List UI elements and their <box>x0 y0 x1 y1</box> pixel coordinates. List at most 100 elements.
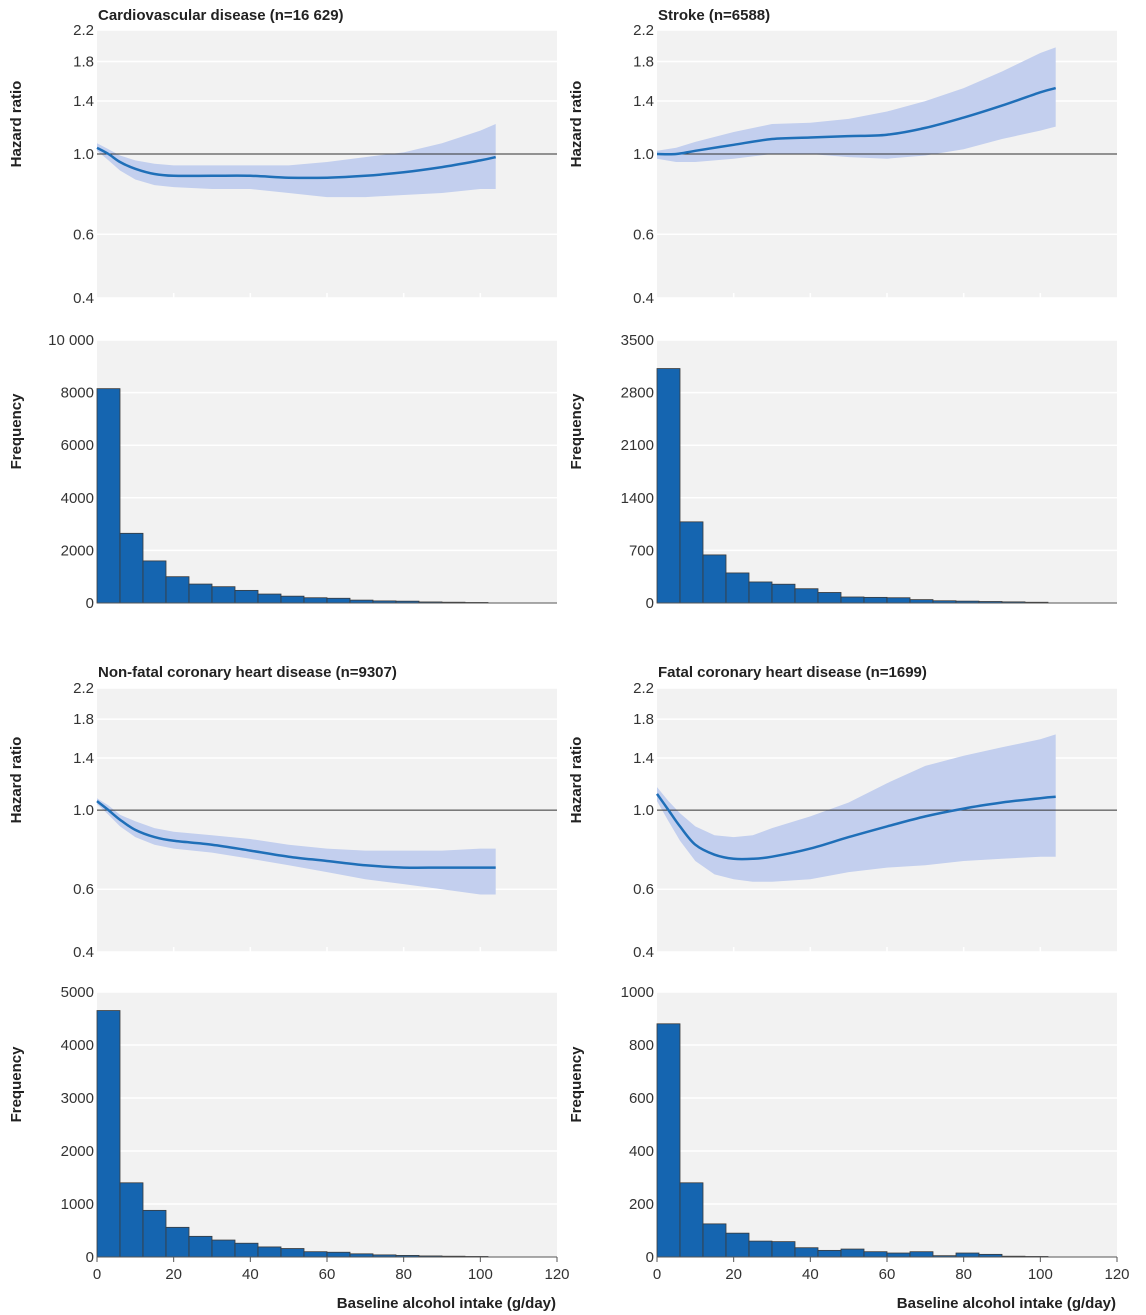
histogram-bar <box>656 1023 681 1258</box>
x-tick-label: 80 <box>395 1266 412 1283</box>
confidence-band <box>97 798 496 895</box>
x-tick-label: 120 <box>1104 1266 1129 1283</box>
x-tick-label: 80 <box>955 1266 972 1283</box>
panel-title: Stroke (n=6588) <box>658 7 770 24</box>
histogram-bar <box>188 1235 213 1258</box>
hazard-plot-area <box>97 688 557 952</box>
chart-panel-4: Fatal coronary heart disease (n=1699) 0.4… <box>568 664 1130 1312</box>
confidence-band <box>97 124 496 198</box>
x-axis-title: Baseline alcohol intake (g/day) <box>897 1295 1116 1312</box>
histogram-bar <box>280 1248 305 1258</box>
hazard-y-tick-label: 1.4 <box>73 750 94 767</box>
histogram-bar <box>142 1209 167 1258</box>
histogram-bar <box>257 593 282 604</box>
x-tick-label: 40 <box>242 1266 259 1283</box>
confidence-band <box>657 47 1056 162</box>
frequency-y-tick-label: 0 <box>86 595 94 612</box>
panel-title: Cardiovascular disease (n=16 629) <box>98 7 344 24</box>
hazard-y-tick-label: 1.8 <box>633 711 654 728</box>
histogram-plot-area <box>97 340 557 603</box>
hazard-y-tick-label: 1.0 <box>633 146 654 163</box>
frequency-y-tick-label: 2000 <box>61 542 94 559</box>
frequency-y-tick-label: 0 <box>646 595 654 612</box>
hazard-ratio-line <box>96 146 496 180</box>
histogram-bar <box>280 595 305 604</box>
hazard-y-tick-label: 0.4 <box>73 290 94 307</box>
panel-title: Non-fatal coronary heart disease (n=9307… <box>98 664 397 681</box>
histogram-bar <box>725 1232 750 1258</box>
histogram-bar <box>794 588 819 604</box>
frequency-y-tick-label: 1400 <box>621 490 654 507</box>
frequency-y-axis-title: Frequency <box>8 1046 25 1123</box>
frequency-y-tick-label: 2000 <box>61 1143 94 1160</box>
frequency-y-tick-label: 2100 <box>621 437 654 454</box>
hazard-y-tick-label: 1.4 <box>633 750 654 767</box>
hazard-y-tick-label: 2.2 <box>633 680 654 697</box>
frequency-y-tick-label: 0 <box>86 1249 94 1266</box>
frequency-y-tick-label: 4000 <box>61 490 94 507</box>
histogram-bar <box>909 1251 934 1258</box>
frequency-y-axis-title: Frequency <box>568 393 585 470</box>
histogram-plot-area <box>657 340 1117 603</box>
hazard-y-tick-label: 1.8 <box>73 711 94 728</box>
hazard-y-tick-label: 1.4 <box>73 93 94 110</box>
frequency-y-tick-label: 1000 <box>61 1196 94 1213</box>
frequency-y-tick-label: 6000 <box>61 437 94 454</box>
hazard-y-axis-title: Hazard ratio <box>568 737 585 824</box>
histogram-bar <box>234 589 259 604</box>
histogram-bar <box>817 592 842 604</box>
hazard-ratio-line <box>96 800 496 869</box>
hazard-ratio-line <box>656 86 1057 156</box>
frequency-y-tick-label: 4000 <box>61 1037 94 1054</box>
histogram-bar <box>303 597 328 604</box>
histogram-bar <box>257 1246 282 1258</box>
histogram-bar <box>771 583 796 604</box>
histogram-bar <box>725 572 750 604</box>
hazard-y-tick-label: 1.8 <box>633 54 654 71</box>
confidence-band <box>657 734 1056 882</box>
histogram-plot-area <box>97 992 557 1257</box>
frequency-y-tick-label: 8000 <box>61 385 94 402</box>
hazard-y-tick-label: 2.2 <box>73 680 94 697</box>
histogram-bar <box>188 583 213 604</box>
hazard-y-tick-label: 1.4 <box>633 93 654 110</box>
x-tick-label: 60 <box>319 1266 336 1283</box>
frequency-y-tick-label: 3000 <box>61 1090 94 1107</box>
x-tick-label: 40 <box>802 1266 819 1283</box>
hazard-y-tick-label: 0.6 <box>633 881 654 898</box>
hazard-y-tick-label: 1.8 <box>73 54 94 71</box>
histogram-bar <box>679 521 704 604</box>
histogram-bar <box>863 596 888 604</box>
frequency-y-tick-label: 0 <box>646 1249 654 1266</box>
frequency-y-axis-title: Frequency <box>8 393 25 470</box>
hazard-y-axis-title: Hazard ratio <box>568 81 585 168</box>
hazard-y-tick-label: 0.6 <box>73 226 94 243</box>
frequency-y-tick-label: 400 <box>629 1143 654 1160</box>
histogram-bar <box>211 1239 236 1258</box>
histogram-bar <box>211 586 236 604</box>
x-tick-label: 120 <box>544 1266 569 1283</box>
histogram-bar <box>165 1226 190 1258</box>
histogram-plot-area <box>657 992 1117 1257</box>
hazard-y-tick-label: 1.0 <box>633 802 654 819</box>
histogram-bar <box>326 597 351 604</box>
histogram-bar <box>656 368 681 604</box>
x-tick-label: 100 <box>468 1266 493 1283</box>
chart-panel-2: Stroke (n=6588) 0.4 0.6 1.0 1.4 1.8 2.2 Hazard … <box>568 7 1117 612</box>
frequency-y-tick-label: 2800 <box>621 385 654 402</box>
histogram-bar <box>142 560 167 604</box>
hazard-y-axis-title: Hazard ratio <box>8 737 25 824</box>
histogram-bar <box>748 581 773 604</box>
frequency-y-tick-label: 10 000 <box>48 332 94 349</box>
x-tick-label: 100 <box>1028 1266 1053 1283</box>
frequency-y-tick-label: 200 <box>629 1196 654 1213</box>
histogram-bar <box>679 1182 704 1258</box>
x-tick-label: 0 <box>653 1266 661 1283</box>
histogram-bar <box>119 1182 144 1258</box>
hazard-y-tick-label: 0.6 <box>73 881 94 898</box>
hazard-y-tick-label: 0.4 <box>633 944 654 961</box>
frequency-y-tick-label: 700 <box>629 542 654 559</box>
x-axis-title: Baseline alcohol intake (g/day) <box>337 1295 556 1312</box>
histogram-bar <box>955 1252 980 1258</box>
